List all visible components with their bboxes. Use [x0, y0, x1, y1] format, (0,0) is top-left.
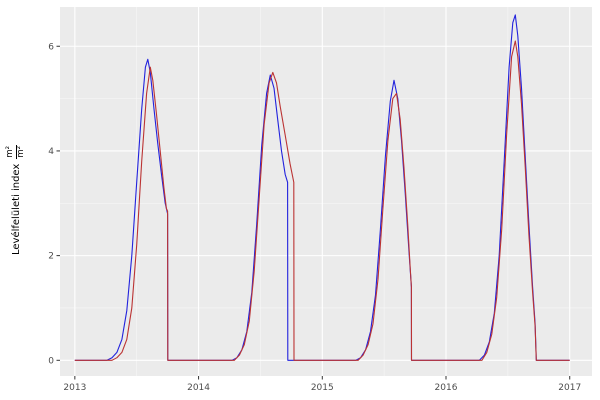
axis-tick-labels: 2013 2014 2015 2016 2017 0 2 4 6: [48, 42, 581, 393]
x-tick-label: 2017: [558, 383, 581, 393]
x-tick-label: 2015: [311, 383, 334, 393]
y-tick-label: 4: [48, 147, 54, 157]
x-tick-label: 2016: [435, 383, 458, 393]
y-axis-units-denominator: m²: [15, 144, 27, 159]
grid-major: [60, 7, 592, 376]
y-axis-title: Levélfelületi index m² m²: [5, 144, 27, 256]
y-axis-title-text: Levélfelületi index: [10, 163, 22, 256]
y-tick-label: 6: [48, 42, 54, 52]
x-tick-label: 2014: [187, 383, 210, 393]
y-axis-units-fraction: m² m²: [5, 144, 27, 159]
x-tick-label: 2013: [63, 383, 86, 393]
y-axis-units-numerator: m²: [5, 145, 15, 158]
series-blue-line: [74, 14, 570, 361]
series-red-line: [74, 40, 570, 361]
y-tick-label: 2: [48, 252, 54, 262]
y-tick-label: 0: [48, 356, 54, 366]
axis-tick-marks: [56, 45, 571, 380]
